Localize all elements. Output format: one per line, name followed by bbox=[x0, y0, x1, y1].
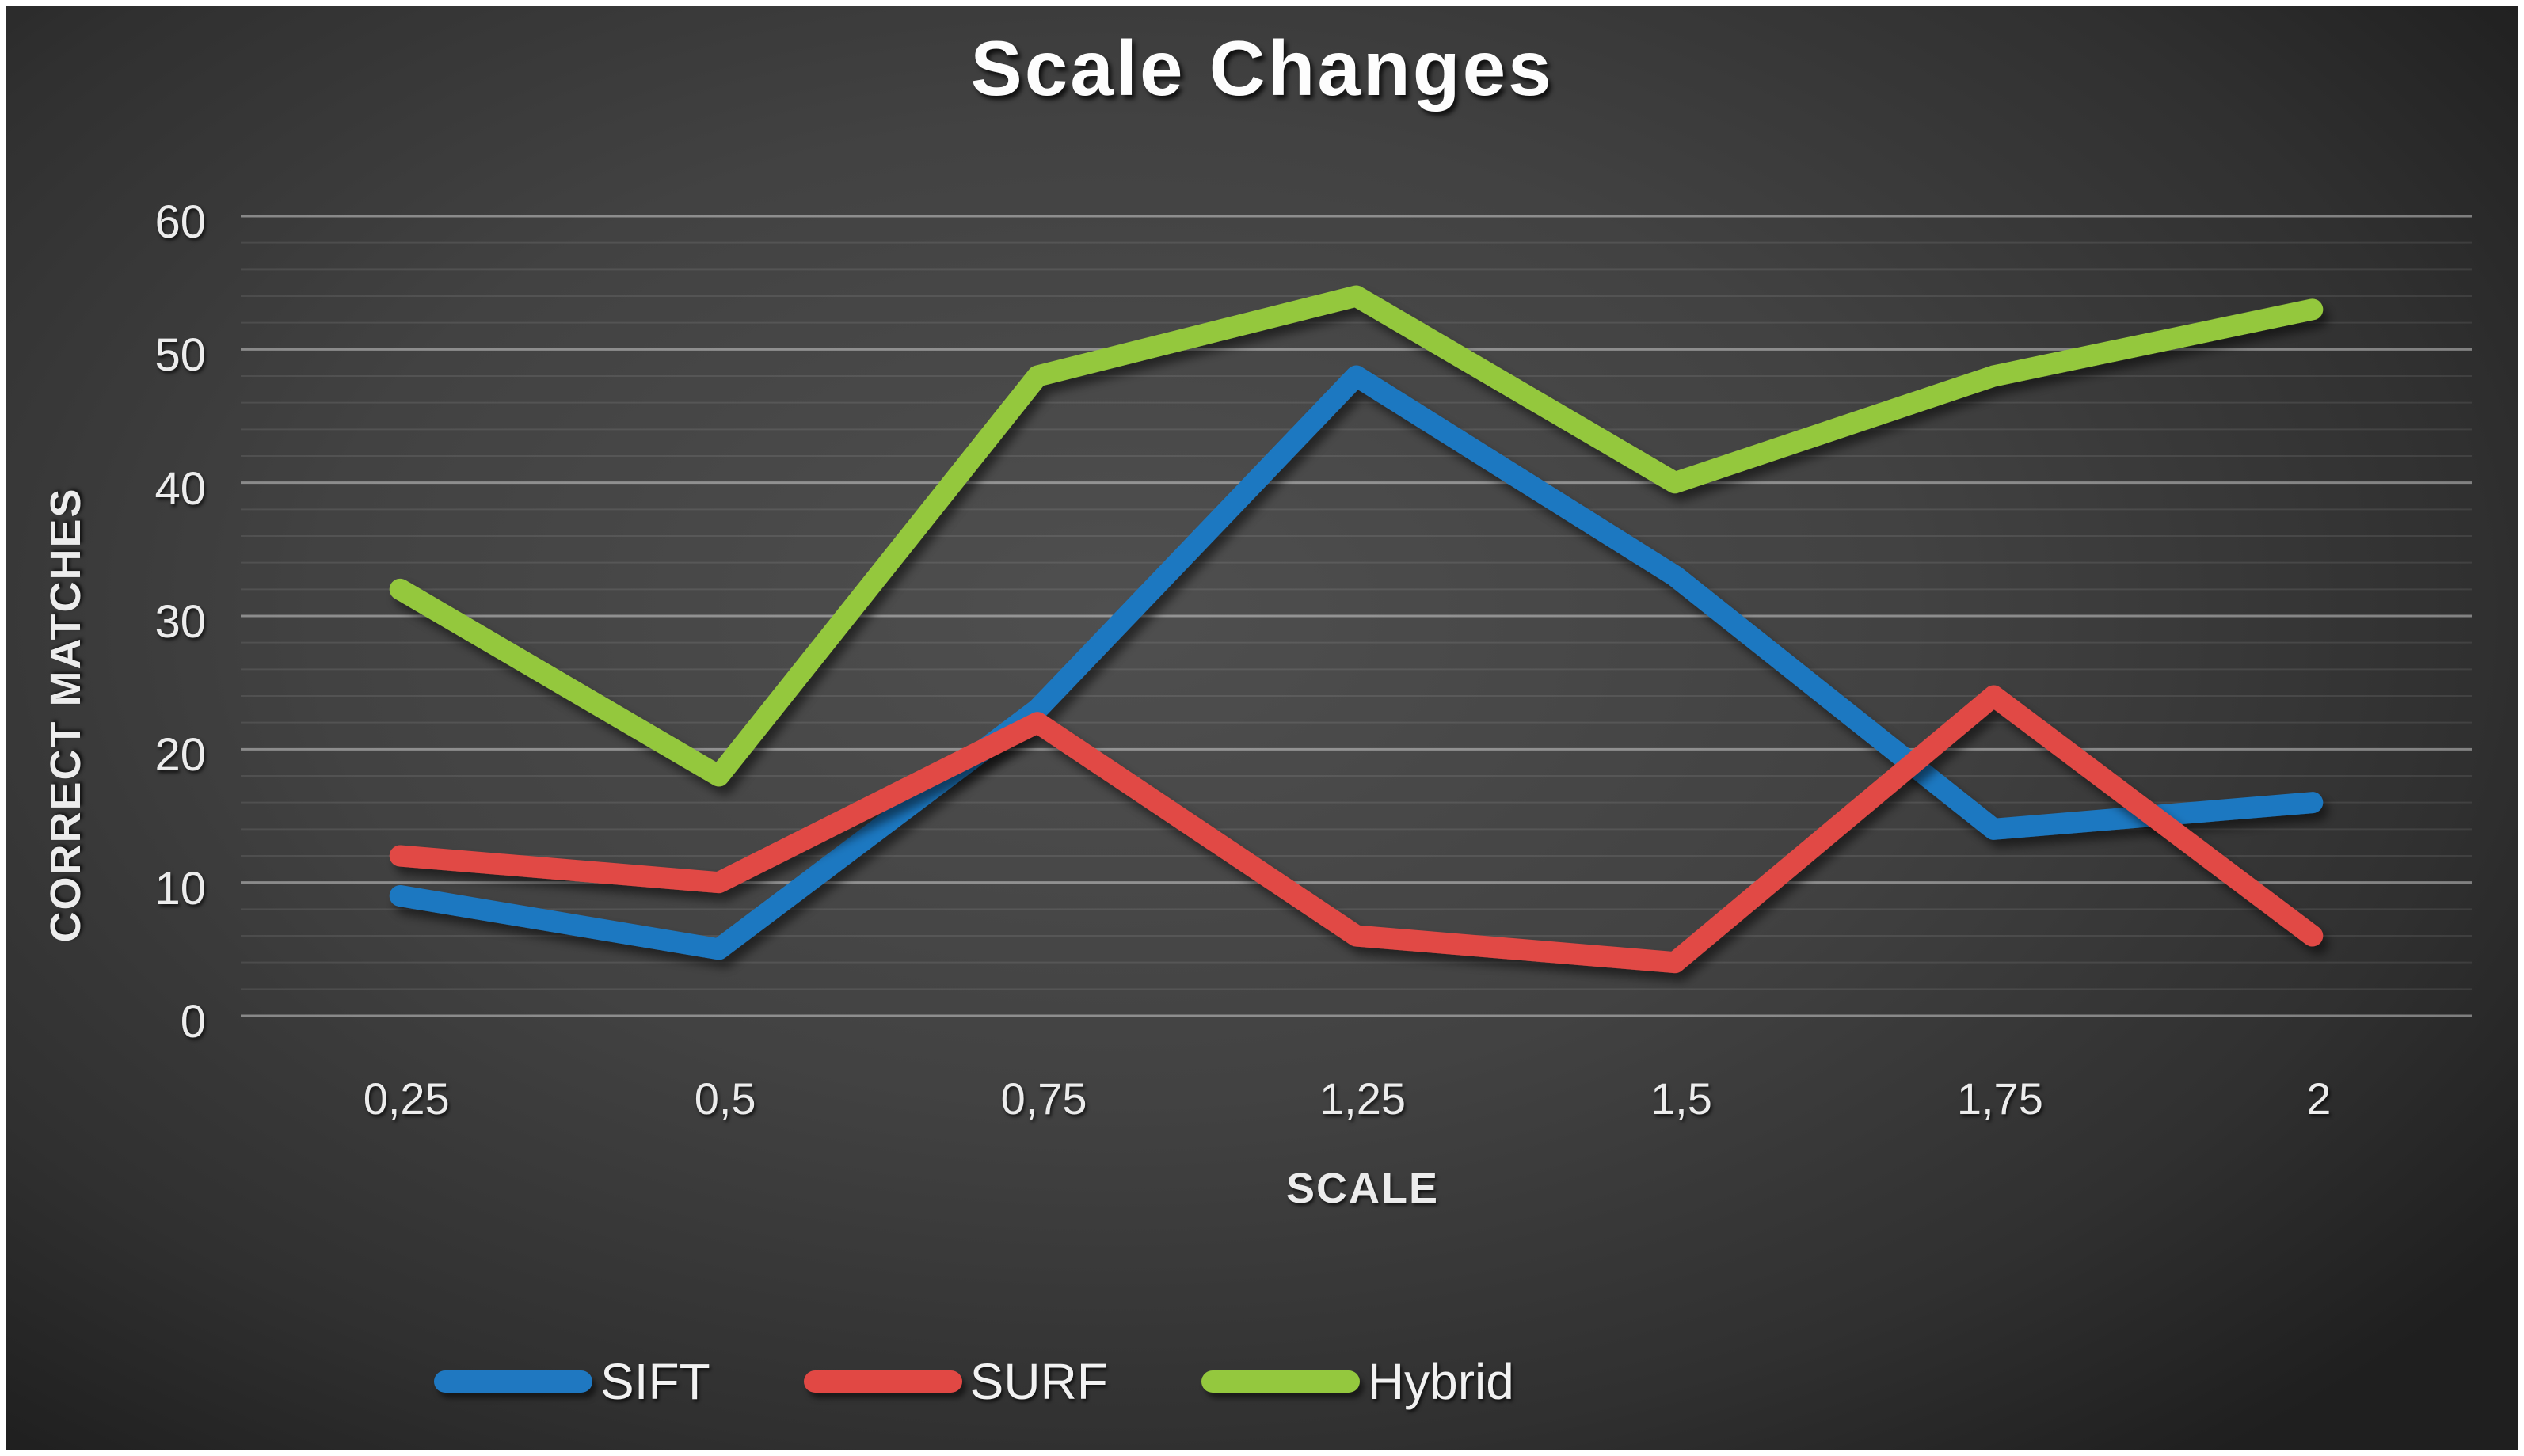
series-lines bbox=[389, 285, 2324, 974]
x-tick-label-2: 0,75 bbox=[1000, 1074, 1087, 1123]
legend-swatch-surf bbox=[803, 1370, 962, 1393]
x-tick-label-4: 1,5 bbox=[1650, 1074, 1712, 1123]
legend-item-hybrid: Hybrid bbox=[1201, 1352, 1514, 1411]
legend-item-surf: SURF bbox=[803, 1352, 1108, 1411]
chart-title: Scale Changes bbox=[970, 25, 1554, 112]
legend-label-hybrid: Hybrid bbox=[1367, 1353, 1514, 1410]
minor-gridlines bbox=[241, 241, 2472, 990]
legend-label-sift: SIFT bbox=[600, 1353, 710, 1410]
x-tick-label-5: 1,75 bbox=[1956, 1074, 2043, 1123]
y-tick-label-20: 20 bbox=[154, 729, 206, 781]
x-tick-label-6: 2 bbox=[2306, 1074, 2332, 1123]
major-gridlines bbox=[241, 215, 2472, 1017]
series-line-sift bbox=[389, 365, 2324, 960]
chart-panel: Scale Changes CORRECT MATCHES SCALE 0 10 2… bbox=[6, 6, 2518, 1450]
y-tick-label-30: 30 bbox=[154, 596, 206, 648]
y-tick-label-10: 10 bbox=[154, 862, 206, 914]
plot-area bbox=[241, 215, 2472, 1017]
y-tick-label-40: 40 bbox=[154, 462, 206, 515]
y-tick-label-0: 0 bbox=[180, 996, 206, 1047]
legend-swatch-hybrid bbox=[1201, 1370, 1360, 1393]
legend: SIFT SURF Hybrid bbox=[434, 1352, 1514, 1411]
y-tick-label-50: 50 bbox=[154, 329, 206, 382]
x-tick-label-0: 0,25 bbox=[363, 1074, 450, 1123]
series-line-surf bbox=[389, 685, 2324, 974]
y-tick-label-60: 60 bbox=[154, 196, 206, 248]
x-axis-title: SCALE bbox=[1285, 1165, 1439, 1212]
series-line-hybrid bbox=[389, 285, 2324, 787]
x-tick-label-3: 1,25 bbox=[1319, 1074, 1406, 1123]
x-tick-label-1: 0,5 bbox=[694, 1074, 756, 1123]
legend-swatch-sift bbox=[434, 1370, 592, 1393]
legend-item-sift: SIFT bbox=[434, 1352, 710, 1411]
legend-label-surf: SURF bbox=[969, 1353, 1108, 1410]
